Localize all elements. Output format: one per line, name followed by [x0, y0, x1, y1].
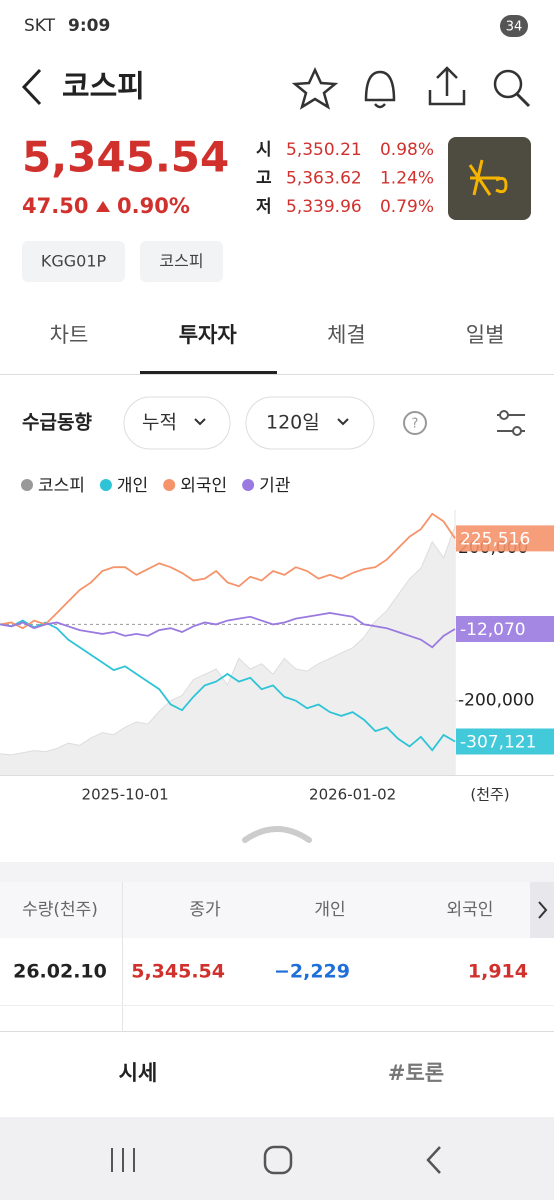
legend-swatch — [99, 479, 112, 491]
tab-underline — [140, 371, 277, 374]
legend-label: 기관 — [259, 476, 290, 496]
tag — [140, 241, 223, 282]
column-header: 개인 — [314, 900, 345, 920]
ohl-pct: 0.79% — [380, 197, 434, 217]
tag-label: KGG01P — [41, 252, 107, 271]
end-label: -12,070 — [460, 620, 526, 640]
bottom-tab[interactable]: 시세 — [119, 1061, 158, 1085]
legend-swatch — [242, 479, 255, 491]
ohl-value: 5,363.62 — [286, 169, 362, 189]
change-pct: 0.90% — [117, 194, 190, 218]
mode-label: 누적 — [142, 412, 177, 434]
drag-handle[interactable] — [242, 826, 312, 843]
period-dropdown[interactable] — [245, 396, 375, 450]
ohl-label: 시 — [256, 140, 272, 160]
tab[interactable]: 차트 — [50, 323, 89, 347]
kb-mark — [468, 159, 508, 196]
end-label-box — [456, 728, 554, 755]
index-line — [0, 526, 456, 756]
tag — [22, 241, 125, 282]
scroll-right[interactable] — [530, 882, 554, 938]
page-title: 코스피 — [62, 70, 145, 105]
ohl-value: 5,339.96 — [286, 197, 362, 217]
legend-swatch — [163, 479, 176, 491]
chevron — [194, 418, 206, 426]
unit-label: (천주) — [470, 786, 509, 804]
end-label-box — [456, 615, 554, 642]
battery — [500, 15, 528, 37]
end-label: -307,121 — [460, 732, 536, 752]
x-tick-label: 2025-10-01 — [82, 786, 169, 804]
index-area — [0, 526, 455, 775]
bottom-tab[interactable]: #토론 — [388, 1061, 444, 1085]
carrier: SKT — [24, 16, 56, 36]
home-button[interactable] — [263, 1145, 293, 1175]
alert-button[interactable] — [364, 70, 396, 109]
price: 5,345.54 — [22, 133, 229, 182]
series-line — [0, 612, 456, 649]
series-line — [0, 619, 456, 752]
share-button[interactable] — [428, 66, 466, 106]
change: 47.50 — [22, 194, 88, 218]
chevron — [337, 418, 349, 426]
ohl-value: 5,350.21 — [286, 140, 362, 160]
slider-knob — [512, 426, 522, 436]
ohl-label: 저 — [256, 197, 272, 217]
cell: 5,345.54 — [131, 961, 225, 983]
cell: 26.02.10 — [13, 961, 107, 983]
up-arrow — [96, 201, 110, 212]
end-label: 225,516 — [460, 529, 530, 549]
chevron — [538, 901, 548, 919]
help-icon: ? — [412, 417, 419, 432]
tag-label: 코스피 — [159, 252, 203, 271]
legend-label: 개인 — [117, 476, 148, 496]
divider — [0, 1031, 554, 1032]
cell: −2,229 — [274, 961, 350, 983]
search-handle — [515, 92, 531, 108]
search-button[interactable] — [493, 69, 523, 99]
system-nav — [0, 1117, 554, 1200]
column-header: 종가 — [189, 900, 221, 920]
column-header: 수량(천주) — [22, 900, 98, 920]
spacer — [0, 862, 554, 882]
row-divider — [0, 1005, 554, 1006]
tab[interactable]: 일별 — [466, 323, 505, 347]
mode-dropdown[interactable] — [123, 396, 231, 450]
cell: 1,914 — [468, 961, 528, 983]
legend-label: 코스피 — [38, 476, 85, 496]
table-header — [0, 882, 554, 938]
column-header: 외국인 — [447, 900, 494, 920]
tab[interactable]: 체결 — [327, 323, 366, 347]
series-line — [0, 512, 456, 630]
back-nav-button[interactable] — [426, 1146, 441, 1174]
x-tick-label: 2026-01-02 — [309, 786, 396, 804]
ohl-pct: 1.24% — [380, 169, 434, 189]
clock: 9:09 — [68, 16, 110, 36]
ohl-label: 고 — [256, 169, 272, 189]
recents-button[interactable] — [111, 1148, 135, 1172]
back-button[interactable] — [21, 68, 42, 106]
column-divider — [122, 882, 123, 1032]
legend-swatch — [21, 479, 33, 491]
tab[interactable]: 투자자 — [179, 323, 238, 347]
ohl-pct: 0.98% — [380, 140, 434, 160]
help-button[interactable] — [403, 411, 427, 435]
legend-label: 외국인 — [180, 476, 227, 496]
slider-knob — [499, 410, 509, 420]
end-label-box — [456, 525, 554, 552]
section-title: 수급동향 — [22, 412, 92, 434]
y-tick-label: -200,000 — [458, 691, 534, 711]
battery-level: 34 — [506, 20, 523, 35]
period-label: 120일 — [266, 412, 320, 434]
favorite-button[interactable] — [291, 67, 339, 110]
divider — [0, 374, 554, 375]
chart-bottom-border — [0, 775, 554, 776]
